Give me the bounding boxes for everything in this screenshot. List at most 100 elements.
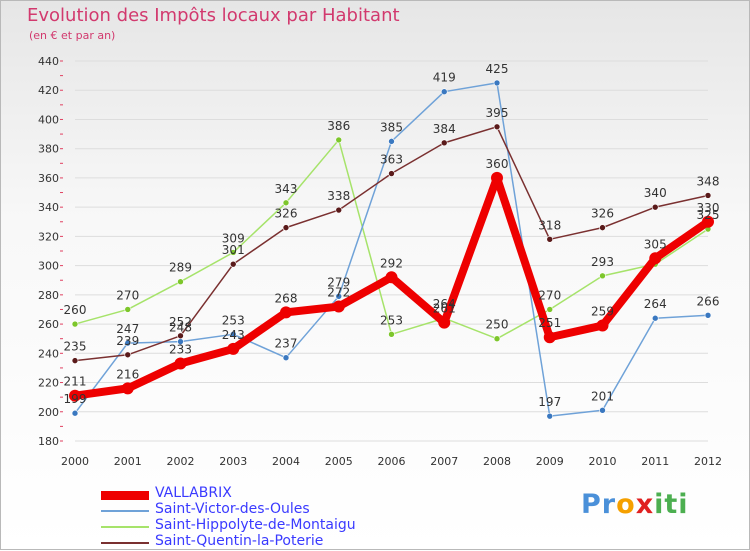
data-point	[599, 224, 606, 231]
data-point	[335, 293, 343, 300]
x-tick-label: 2011	[641, 455, 669, 468]
data-label: 340	[644, 186, 667, 200]
x-tick-label: 2002	[167, 455, 195, 468]
brand-letter: i	[654, 489, 665, 520]
brand-letter: o	[616, 489, 636, 520]
data-point	[438, 316, 451, 329]
data-point	[704, 192, 712, 199]
data-label: 201	[591, 389, 614, 403]
y-tick-label: 300	[38, 260, 59, 273]
data-label: 253	[222, 313, 245, 327]
x-tick-label: 2010	[589, 455, 617, 468]
data-point	[177, 332, 184, 340]
data-point	[388, 138, 395, 145]
data-label: 395	[486, 106, 509, 120]
data-label: 264	[433, 297, 456, 311]
data-label: 243	[222, 328, 245, 342]
data-point	[282, 354, 290, 361]
data-point	[332, 300, 345, 313]
data-label: 237	[275, 337, 298, 351]
data-label: 248	[169, 321, 192, 335]
data-label: 348	[697, 174, 720, 188]
x-tick-label: 2008	[483, 455, 511, 468]
data-label: 251	[538, 316, 561, 330]
legend-swatch	[101, 490, 149, 500]
data-label: 292	[380, 256, 403, 270]
data-point	[440, 88, 448, 95]
data-label: 270	[116, 288, 139, 302]
data-label: 330	[697, 201, 720, 215]
data-point	[546, 236, 554, 243]
data-label: 197	[538, 395, 561, 409]
data-label: 264	[644, 297, 667, 311]
x-tick-label: 2000	[61, 455, 89, 468]
data-point	[385, 271, 398, 284]
data-label: 216	[116, 367, 139, 381]
data-point	[335, 206, 343, 214]
data-label: 259	[591, 305, 614, 319]
data-label: 279	[327, 275, 350, 289]
y-tick-label: 320	[38, 230, 59, 243]
x-tick-label: 2004	[272, 455, 300, 468]
data-point	[124, 306, 132, 313]
y-tick-label: 180	[38, 435, 59, 448]
data-point	[124, 351, 132, 359]
x-tick-label: 2012	[694, 455, 722, 468]
x-tick-label: 2007	[430, 455, 458, 468]
data-point	[440, 139, 448, 147]
data-point	[229, 331, 237, 338]
data-point	[335, 136, 343, 144]
data-point	[69, 389, 81, 402]
x-tick-label: 2009	[536, 455, 564, 468]
data-point	[174, 357, 187, 370]
data-point	[491, 171, 503, 184]
data-point	[493, 79, 501, 87]
y-tick-label: 360	[38, 172, 59, 185]
x-tick-label: 2003	[219, 455, 247, 468]
data-point	[282, 199, 290, 207]
x-tick-label: 2006	[378, 455, 406, 468]
data-label: 425	[486, 62, 509, 76]
legend-swatch	[101, 542, 149, 544]
data-point	[71, 320, 79, 328]
data-point	[546, 306, 554, 313]
data-point	[599, 407, 606, 414]
data-point	[543, 331, 556, 344]
x-tick-label: 2005	[325, 455, 353, 468]
chart-subtitle: (en € et par an)	[29, 29, 116, 42]
legend-label: Saint-Quentin-la-Poterie	[155, 533, 324, 549]
data-label: 199	[64, 392, 87, 406]
data-label: 266	[697, 294, 720, 308]
data-label: 250	[486, 318, 509, 332]
legend-swatch	[101, 526, 149, 528]
legend-swatch	[101, 510, 149, 512]
data-point	[71, 409, 79, 417]
data-point	[282, 224, 290, 231]
data-label: 326	[275, 207, 298, 221]
y-tick-label: 420	[38, 84, 59, 97]
legend-label: VALLABRIX	[155, 485, 232, 501]
data-point	[651, 203, 659, 211]
data-point	[704, 312, 712, 319]
y-tick-label: 220	[38, 377, 59, 390]
data-point	[71, 357, 79, 364]
data-label: 360	[486, 157, 509, 171]
y-tick-label: 440	[38, 55, 59, 68]
data-point	[546, 412, 554, 420]
data-label: 301	[222, 243, 245, 257]
data-label: 326	[591, 207, 614, 221]
data-label: 338	[327, 189, 350, 203]
legend-label: Saint-Victor-des-Oules	[155, 501, 310, 517]
y-tick-label: 200	[38, 406, 59, 419]
chart-title: Evolution des Impôts locaux par Habitant	[27, 5, 400, 26]
data-point	[702, 215, 714, 228]
y-tick-label: 260	[38, 318, 59, 331]
data-label: 261	[433, 302, 456, 316]
data-label: 268	[275, 291, 298, 305]
data-point	[388, 331, 395, 338]
data-point	[651, 314, 659, 322]
data-point	[229, 260, 237, 268]
legend-label: Saint-Hippolyte-de-Montaigu	[155, 517, 356, 533]
